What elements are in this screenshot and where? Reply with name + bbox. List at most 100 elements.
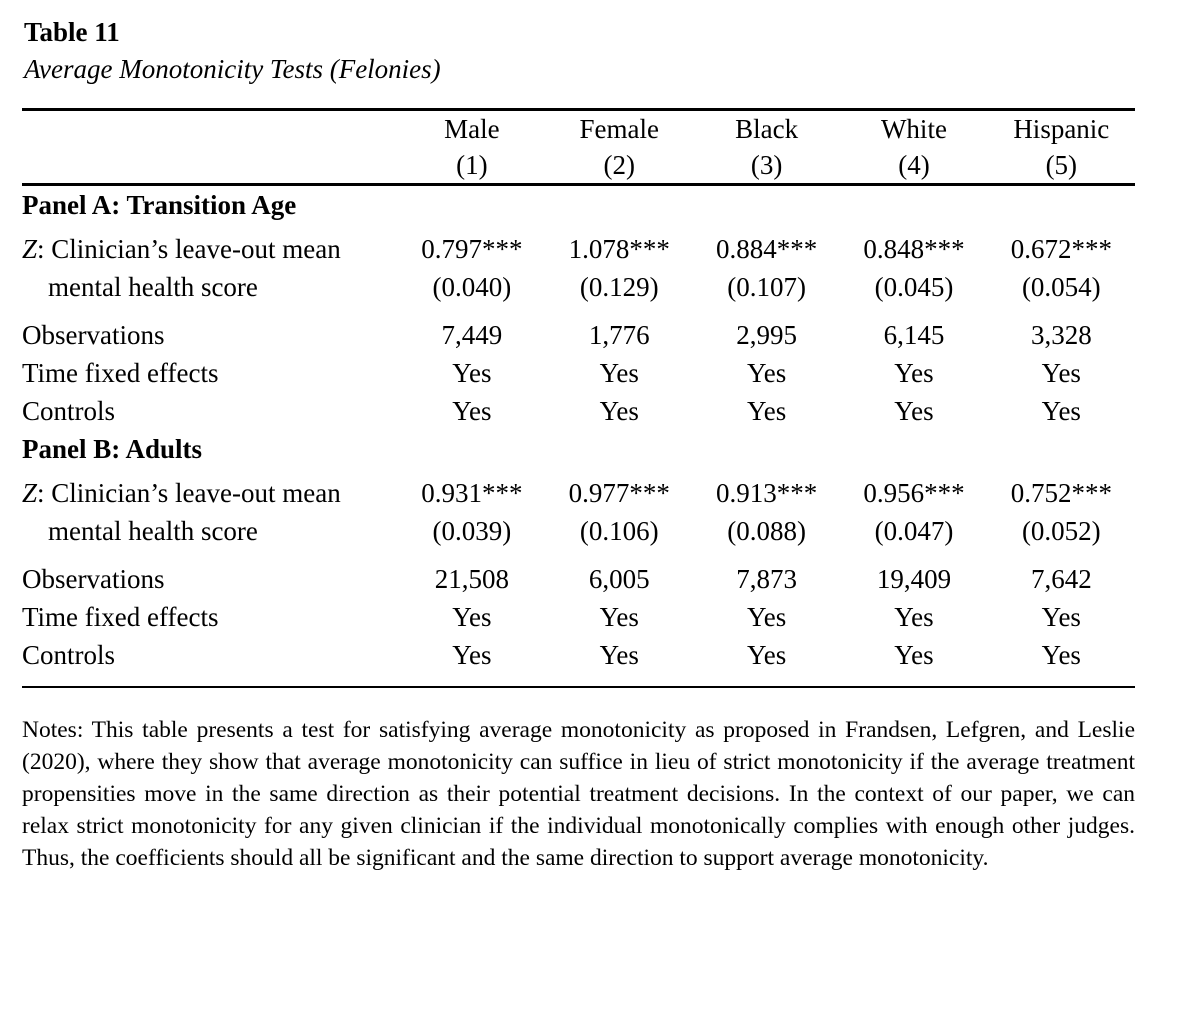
col-header-number: (3) [750, 150, 783, 180]
controls-cell: Yes [746, 396, 787, 426]
col-header-label: Hispanic [1013, 114, 1110, 144]
observations-label: Observations [22, 320, 165, 350]
stderr-cell: (0.047) [874, 516, 954, 546]
stderr-cell: (0.039) [432, 516, 512, 546]
stderr-cell: (0.040) [432, 272, 512, 302]
results-table: Male (1) Female (2) Black (3) White (4) … [22, 108, 1135, 688]
col-header-label: White [880, 114, 947, 144]
col-header-number: (4) [898, 150, 930, 180]
stderr-cell: (0.052) [1021, 516, 1101, 546]
stderr-cell: (0.106) [579, 516, 659, 546]
coefficient-cell: 0.672*** [1010, 234, 1112, 264]
coefficient-cell: 0.977*** [568, 478, 670, 508]
panel-a-stderr-row: mental health score (0.040) (0.129) (0.1… [22, 268, 1135, 306]
panel-b-title-row: Panel B: Adults [22, 430, 1135, 468]
time-fe-cell: Yes [746, 602, 787, 632]
table-notes: Notes: This table presents a test for sa… [22, 717, 1135, 871]
controls-cell: Yes [894, 396, 934, 426]
coefficient-cell: 0.956*** [863, 478, 965, 508]
col-header-number: (2) [603, 150, 635, 180]
observations-cell: 6,145 [883, 320, 945, 350]
time-fe-cell: Yes [894, 602, 934, 632]
stderr-cell: (0.129) [579, 272, 659, 302]
table-title: Average Monotonicity Tests (Felonies) [24, 54, 441, 84]
observations-cell: 7,449 [441, 320, 503, 350]
controls-cell: Yes [599, 640, 639, 670]
col-header-white: White (4) [840, 109, 988, 186]
time-fe-cell: Yes [1041, 358, 1081, 388]
col-header-number: (5) [1045, 150, 1078, 180]
time-fe-cell: Yes [452, 358, 492, 388]
coefficient-cell: 1.078*** [568, 234, 670, 264]
panel-a-title: Panel A: Transition Age [22, 190, 297, 220]
panel-b-stderr-row: mental health score (0.039) (0.106) (0.0… [22, 512, 1135, 550]
stderr-cell: (0.088) [727, 516, 806, 546]
controls-cell: Yes [894, 640, 934, 670]
time-fe-label: Time fixed effects [22, 602, 219, 632]
controls-label: Controls [22, 396, 116, 426]
observations-cell: 3,328 [1030, 320, 1092, 350]
stderr-cell: (0.045) [874, 272, 954, 302]
col-header-label: Female [579, 114, 659, 144]
col-header-label: Male [444, 114, 500, 144]
controls-cell: Yes [452, 640, 492, 670]
coefficient-row-label-text: : Clinician’s leave-out mean [37, 478, 341, 508]
stderr-cell: (0.054) [1021, 272, 1101, 302]
controls-cell: Yes [452, 396, 492, 426]
col-header-female: Female (2) [545, 109, 693, 186]
time-fe-cell: Yes [599, 358, 639, 388]
time-fe-cell: Yes [894, 358, 934, 388]
panel-a-controls-row: Controls Yes Yes Yes Yes Yes [22, 392, 1135, 430]
time-fe-cell: Yes [1041, 602, 1081, 632]
time-fe-cell: Yes [599, 602, 639, 632]
controls-cell: Yes [746, 640, 787, 670]
col-header-number: (1) [456, 150, 488, 180]
observations-cell: 6,005 [588, 564, 650, 594]
col-header-label: Black [735, 114, 799, 144]
coefficient-row-label: Z: Clinician’s leave-out mean [22, 468, 398, 512]
observations-cell: 7,873 [736, 564, 797, 594]
coefficient-row-label-text: : Clinician’s leave-out mean [37, 234, 341, 264]
coefficient-cell: 0.884*** [715, 234, 818, 264]
coefficient-cell: 0.848*** [863, 234, 965, 264]
col-header-hispanic: Hispanic (5) [987, 109, 1135, 186]
panel-b-title: Panel B: Adults [22, 434, 203, 464]
observations-cell: 2,995 [736, 320, 797, 350]
observations-cell: 19,409 [876, 564, 952, 594]
panel-b-coefficient-row: Z: Clinician’s leave-out mean 0.931*** 0… [22, 468, 1135, 512]
observations-cell: 1,776 [588, 320, 650, 350]
observations-label: Observations [22, 564, 165, 594]
coefficient-cell: 0.797*** [421, 234, 523, 264]
panel-b-observations-row: Observations 21,508 6,005 7,873 19,409 7… [22, 550, 1135, 598]
observations-cell: 7,642 [1030, 564, 1092, 594]
column-header-row: Male (1) Female (2) Black (3) White (4) … [22, 109, 1135, 186]
coefficient-cell: 0.931*** [421, 478, 523, 508]
row-label-column-header [22, 109, 399, 186]
panel-a-coefficient-row: Z: Clinician’s leave-out mean 0.797*** 1… [22, 224, 1135, 268]
z-symbol: Z [22, 478, 38, 508]
controls-cell: Yes [599, 396, 639, 426]
col-header-black: Black (3) [692, 109, 841, 186]
panel-b-controls-row: Controls Yes Yes Yes Yes Yes [22, 636, 1135, 687]
coefficient-cell: 0.752*** [1010, 478, 1112, 508]
time-fe-cell: Yes [452, 602, 492, 632]
coefficient-row-label-line2: mental health score [48, 272, 258, 302]
panel-a-observations-row: Observations 7,449 1,776 2,995 6,145 3,3… [22, 306, 1135, 354]
panel-a-title-row: Panel A: Transition Age [22, 185, 1135, 225]
controls-label: Controls [22, 640, 116, 670]
stderr-cell: (0.107) [727, 272, 806, 302]
z-symbol: Z [22, 234, 38, 264]
observations-cell: 21,508 [434, 564, 509, 594]
time-fe-cell: Yes [746, 358, 787, 388]
time-fe-label: Time fixed effects [22, 358, 219, 388]
panel-b-time-fe-row: Time fixed effects Yes Yes Yes Yes Yes [22, 598, 1135, 636]
coefficient-row-label-line2: mental health score [48, 516, 258, 546]
coefficient-cell: 0.913*** [715, 478, 818, 508]
table-label: Table 11 [24, 17, 120, 47]
col-header-male: Male (1) [398, 109, 546, 186]
coefficient-row-label: Z: Clinician’s leave-out mean [22, 224, 398, 268]
panel-a-time-fe-row: Time fixed effects Yes Yes Yes Yes Yes [22, 354, 1135, 392]
controls-cell: Yes [1041, 640, 1081, 670]
controls-cell: Yes [1041, 396, 1081, 426]
